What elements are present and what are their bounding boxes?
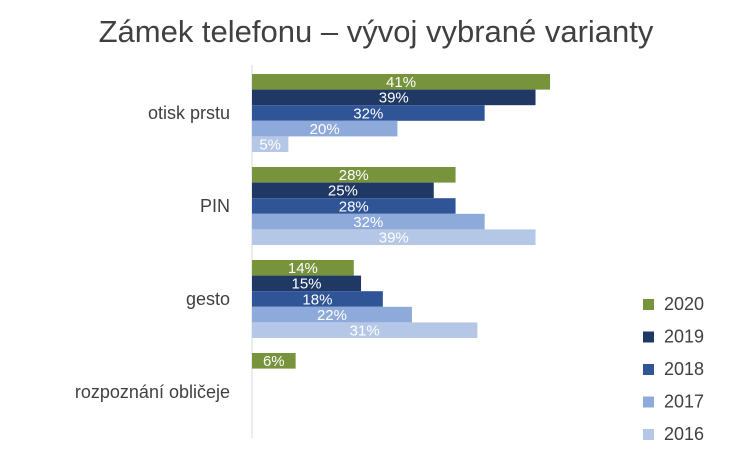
category-label: rozpoznání obličeje bbox=[75, 382, 230, 402]
bar-2016-1 bbox=[252, 229, 536, 245]
data-label: 18% bbox=[302, 291, 332, 308]
bar-2019-0 bbox=[252, 89, 536, 106]
chart-title: Zámek telefonu – vývoj vybrané varianty bbox=[98, 14, 654, 49]
bar-2016-2 bbox=[252, 322, 478, 338]
bar-2020-0 bbox=[252, 74, 551, 90]
legend-swatch-2020 bbox=[643, 299, 654, 310]
data-label: 32% bbox=[353, 105, 383, 122]
bar-2020-1 bbox=[252, 167, 456, 183]
bar-2018-0 bbox=[252, 105, 485, 121]
bar-2016-0 bbox=[252, 136, 289, 152]
legend-swatch-2018 bbox=[643, 364, 654, 375]
data-label: 41% bbox=[386, 74, 416, 91]
legend-label-2016: 2016 bbox=[664, 424, 704, 444]
bar-2019-1 bbox=[252, 182, 434, 199]
bar-2017-0 bbox=[252, 120, 398, 137]
data-label: 32% bbox=[353, 214, 383, 231]
legend-label-2017: 2017 bbox=[664, 392, 704, 412]
category-label: otisk prstu bbox=[148, 103, 230, 123]
bar-2018-2 bbox=[252, 291, 383, 307]
data-label: 28% bbox=[339, 167, 369, 184]
data-label: 6% bbox=[263, 353, 285, 370]
data-label: 39% bbox=[379, 90, 409, 107]
data-label: 14% bbox=[288, 260, 318, 277]
data-label: 20% bbox=[310, 121, 340, 138]
data-label: 31% bbox=[350, 323, 380, 340]
legend-label-2019: 2019 bbox=[664, 327, 704, 347]
bar-2020-2 bbox=[252, 260, 354, 276]
bar-2017-2 bbox=[252, 306, 412, 323]
data-label: 28% bbox=[339, 198, 369, 215]
legend-swatch-2019 bbox=[643, 331, 654, 343]
category-label: gesto bbox=[186, 289, 230, 309]
data-label: 39% bbox=[379, 230, 409, 247]
data-label: 15% bbox=[292, 276, 322, 293]
bar-2020-3 bbox=[252, 353, 296, 369]
bar-2018-1 bbox=[252, 198, 456, 214]
legend-swatch-2017 bbox=[643, 396, 654, 408]
category-label: PIN bbox=[200, 196, 230, 216]
data-label: 25% bbox=[328, 183, 358, 200]
legend-swatch-2016 bbox=[643, 429, 654, 440]
data-label: 5% bbox=[259, 137, 281, 154]
data-label: 22% bbox=[317, 307, 347, 324]
legend-label-2020: 2020 bbox=[664, 294, 704, 314]
bar-2019-2 bbox=[252, 275, 362, 292]
legend-label-2018: 2018 bbox=[664, 359, 704, 379]
bar-2017-1 bbox=[252, 213, 485, 230]
